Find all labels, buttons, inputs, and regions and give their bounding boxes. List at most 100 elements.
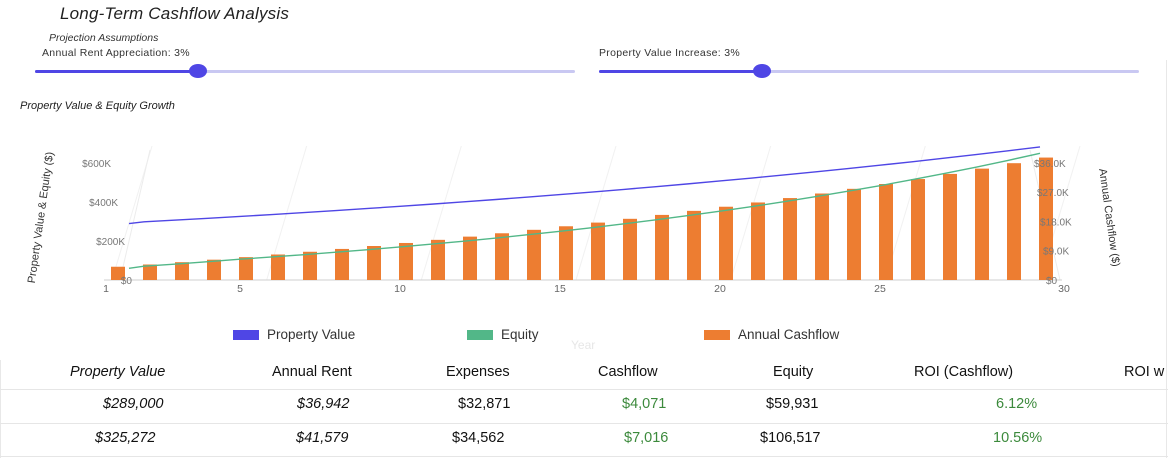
cashflow-bar (175, 262, 189, 280)
y-right-tick-label: $0 (1046, 276, 1058, 287)
cashflow-bar (879, 184, 893, 280)
cashflow-bar (143, 264, 157, 280)
y-left-tick-label: $400K (89, 198, 118, 209)
cell-property-value: $325,272 (95, 430, 156, 446)
legend-item-annual-cashflow[interactable]: Annual Cashflow (704, 327, 839, 342)
legend-label-property-value: Property Value (267, 327, 356, 342)
header-equity[interactable]: Equity (773, 364, 814, 380)
cashflow-bar (847, 188, 861, 280)
y-left-tick-label: $600K (82, 159, 111, 170)
y-left-tick-label: $200K (96, 237, 125, 248)
y-left-tick-label: $0 (121, 276, 133, 287)
property-value-increase-slider[interactable] (599, 64, 1139, 78)
cashflow-bar (591, 222, 605, 280)
cashflow-bar (975, 168, 989, 280)
page-title: Long-Term Cashflow Analysis (60, 4, 290, 23)
rent-appreciation-slider-thumb[interactable] (189, 64, 208, 78)
cashflow-bar (559, 226, 573, 280)
cashflow-bar (783, 198, 797, 280)
cashflow-bar (463, 236, 477, 280)
series-line-property-value (128, 146, 1041, 225)
cell-cashflow: $4,071 (622, 396, 667, 412)
cashflow-bar (815, 193, 829, 280)
rent-appreciation-slider[interactable] (35, 64, 575, 78)
grid-rib (420, 145, 462, 281)
cashflow-bar (1039, 157, 1053, 280)
cell-roi-cashflow: 6.12% (996, 396, 1038, 412)
cell-annual-rent: $36,942 (297, 396, 350, 412)
legend-label-annual-cashflow: Annual Cashflow (738, 327, 840, 342)
cashflow-bar (303, 251, 317, 280)
grid-rib (575, 145, 617, 281)
cashflow-bar (623, 218, 637, 280)
x-tick-label: 25 (874, 283, 886, 295)
cell-property-value: $289,000 (103, 396, 164, 412)
legend-swatch-property-value (233, 330, 259, 340)
cell-roi-cashflow: 10.56% (993, 430, 1043, 446)
rent-appreciation-label: Annual Rent Appreciation: 3% (42, 47, 190, 59)
series-line-equity (128, 152, 1041, 269)
cell-cashflow: $7,016 (624, 430, 669, 446)
chart-legend: Property Value Equity Annual Cashflow (0, 327, 1168, 345)
cashflow-bar (1007, 163, 1021, 280)
cashflow-bar (335, 248, 349, 280)
legend-item-equity[interactable]: Equity (467, 327, 539, 342)
cashflow-bar (495, 233, 509, 280)
cashflow-bar (527, 229, 541, 280)
left-axis-line (119, 149, 151, 281)
rent-appreciation-slider-fill (35, 70, 199, 73)
x-tick-label: 10 (394, 283, 406, 295)
property-value-increase-slider-fill (599, 70, 763, 73)
y-right-tick-label: $9.0K (1043, 247, 1069, 258)
property-value-increase-label: Property Value Increase: 3% (599, 47, 740, 59)
grid-rib (730, 145, 772, 281)
cashflow-bar (399, 242, 413, 280)
chart-title: Property Value & Equity Growth (20, 100, 175, 112)
property-value-increase-slider-thumb[interactable] (753, 64, 772, 78)
header-roi-cashflow[interactable]: ROI (Cashflow) (914, 364, 1014, 380)
x-tick-label: 15 (554, 283, 566, 295)
header-cashflow[interactable]: Cashflow (598, 364, 658, 380)
x-tick-label: 5 (237, 283, 243, 295)
cashflow-bar (367, 246, 381, 280)
cashflow-bar (687, 210, 701, 280)
legend-swatch-annual-cashflow (704, 330, 730, 340)
cashflow-bar (751, 202, 765, 280)
header-property-value[interactable]: Property Value (70, 364, 166, 380)
y-right-tick-label: $27.0K (1037, 188, 1069, 199)
cashflow-bar (655, 214, 669, 280)
cell-annual-rent: $41,579 (296, 430, 349, 446)
table-header: Property Value Annual Rent Expenses Cash… (0, 362, 1168, 386)
x-axis-title: Year (571, 338, 596, 352)
cell-equity: $59,931 (766, 396, 819, 412)
x-tick-label: 20 (714, 283, 726, 295)
cashflow-bar (111, 266, 125, 280)
x-tick-label: 1 (103, 283, 109, 295)
table-row: $325,272 $41,579 $34,562 $7,016 $106,517… (0, 430, 1168, 454)
table-divider (0, 423, 1168, 424)
header-annual-rent[interactable]: Annual Rent (272, 364, 352, 380)
cashflow-bar (719, 206, 733, 280)
y-right-tick-label: $36.0K (1034, 159, 1066, 170)
cell-equity: $106,517 (760, 430, 821, 446)
cell-expenses: $34,562 (452, 430, 505, 446)
header-expenses[interactable]: Expenses (446, 364, 510, 380)
y-left-axis-title: Property Value & Equity ($) (26, 151, 56, 284)
cashflow-bar (239, 257, 253, 280)
cashflow-bar (911, 179, 925, 280)
cashflow-bar (943, 173, 957, 280)
table-divider (0, 456, 1168, 457)
assumptions-label: Projection Assumptions (49, 32, 159, 44)
header-roi-w[interactable]: ROI w (1124, 364, 1165, 380)
cashflow-bar (431, 239, 445, 280)
left-edge-line (0, 360, 1, 458)
table-row: $289,000 $36,942 $32,871 $4,071 $59,931 … (0, 396, 1168, 420)
y-right-axis-title: Annual Cashflow ($) (1096, 168, 1122, 268)
x-tick-label: 30 (1058, 283, 1070, 295)
y-right-tick-label: $18.0K (1040, 217, 1072, 228)
legend-item-property-value[interactable]: Property Value (233, 327, 355, 342)
cashflow-bar (271, 254, 285, 280)
cashflow-bar (207, 259, 221, 280)
cell-expenses: $32,871 (458, 396, 511, 412)
legend-swatch-equity (467, 330, 493, 340)
